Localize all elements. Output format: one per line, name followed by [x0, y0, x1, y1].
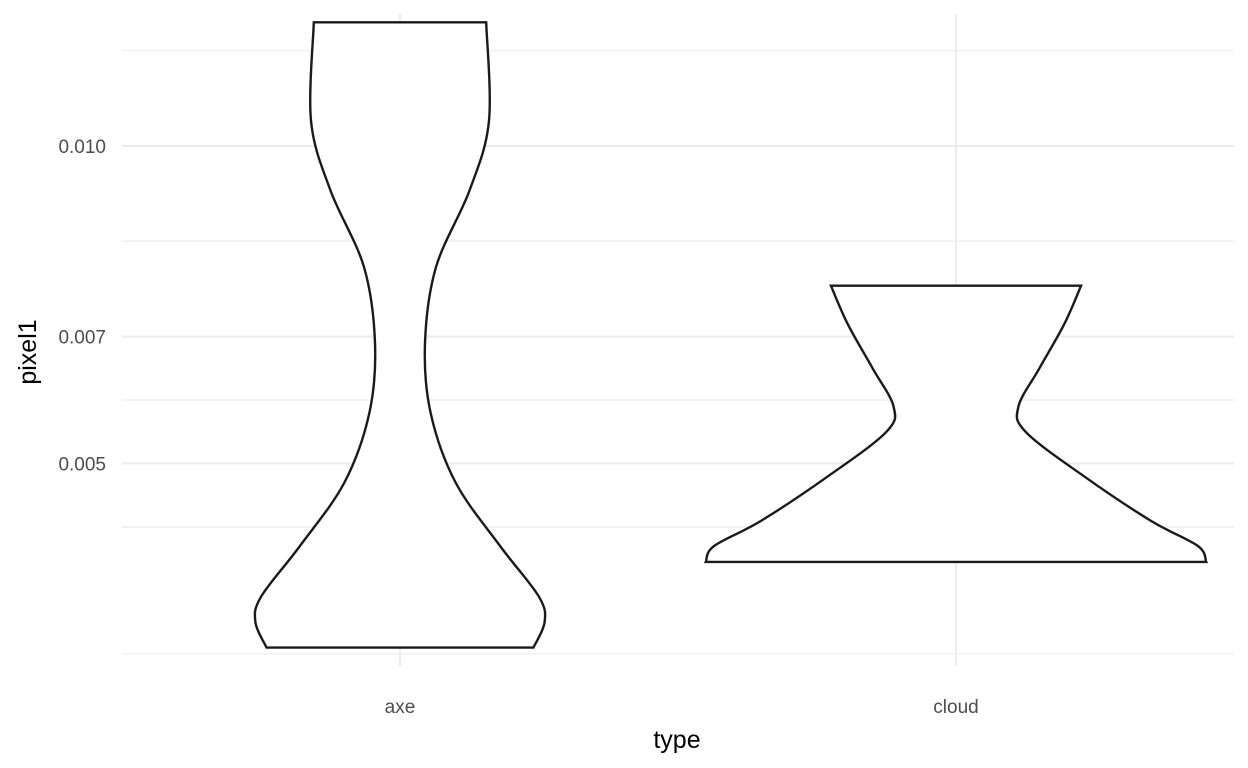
x-axis-ticks: axe cloud — [385, 697, 979, 718]
violin-cloud — [703, 284, 1209, 564]
y-axis-ticks: 0.005 0.007 0.010 — [58, 137, 106, 475]
x-tick-label: axe — [385, 697, 416, 718]
y-tick-label: 0.010 — [58, 137, 106, 158]
y-tick-label: 0.007 — [58, 328, 106, 349]
x-axis-title: type — [653, 726, 700, 754]
x-tick-label: cloud — [933, 697, 978, 718]
violins — [253, 21, 1209, 649]
violin-axe — [253, 21, 547, 649]
y-tick-label: 0.005 — [58, 454, 106, 475]
y-axis-title: pixel1 — [14, 319, 42, 384]
